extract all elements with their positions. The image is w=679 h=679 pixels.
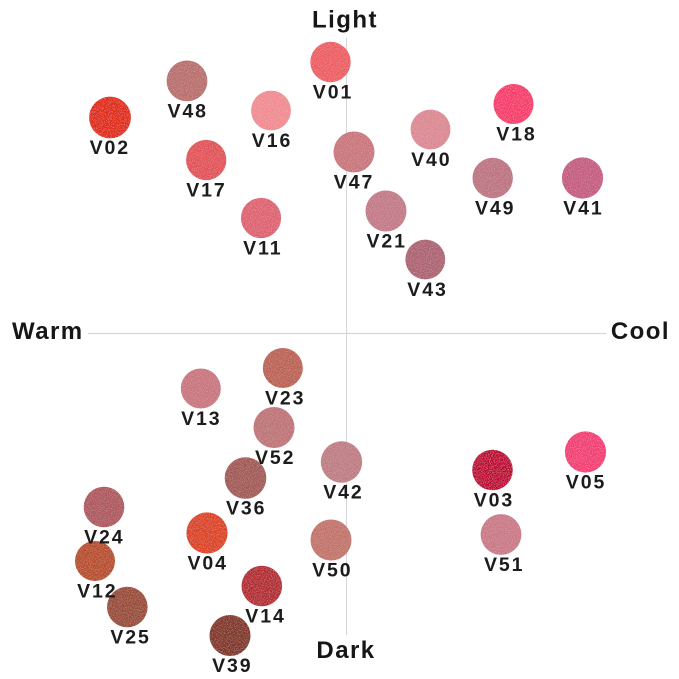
svg-text:V12: V12 (77, 581, 117, 603)
svg-text:V41: V41 (563, 198, 603, 220)
svg-text:V16: V16 (252, 130, 292, 152)
svg-text:V39: V39 (212, 655, 252, 677)
svg-text:V05: V05 (566, 472, 606, 494)
svg-text:V42: V42 (323, 482, 363, 504)
svg-text:Cool: Cool (611, 318, 670, 345)
svg-text:V24: V24 (84, 527, 124, 549)
svg-text:V51: V51 (484, 554, 524, 576)
svg-text:V21: V21 (366, 231, 406, 253)
svg-text:V49: V49 (475, 198, 515, 220)
svg-text:V50: V50 (312, 560, 352, 582)
svg-text:V36: V36 (226, 498, 266, 520)
svg-text:V23: V23 (265, 388, 305, 410)
svg-text:Light: Light (312, 7, 378, 34)
svg-text:V14: V14 (245, 606, 285, 628)
svg-text:V18: V18 (496, 124, 536, 146)
svg-text:V13: V13 (181, 408, 221, 430)
svg-text:Dark: Dark (316, 637, 375, 664)
svg-text:V25: V25 (110, 627, 150, 649)
svg-text:V02: V02 (90, 137, 130, 159)
svg-text:V43: V43 (407, 279, 447, 301)
svg-text:V17: V17 (186, 180, 226, 202)
svg-text:V01: V01 (313, 82, 353, 104)
svg-text:V47: V47 (334, 172, 374, 194)
svg-text:V03: V03 (474, 490, 514, 512)
svg-text:V52: V52 (255, 447, 295, 469)
svg-text:V48: V48 (167, 100, 207, 122)
svg-text:V11: V11 (243, 238, 282, 260)
svg-text:V40: V40 (411, 149, 451, 171)
svg-text:V04: V04 (187, 553, 227, 575)
svg-text:Warm: Warm (12, 318, 84, 345)
